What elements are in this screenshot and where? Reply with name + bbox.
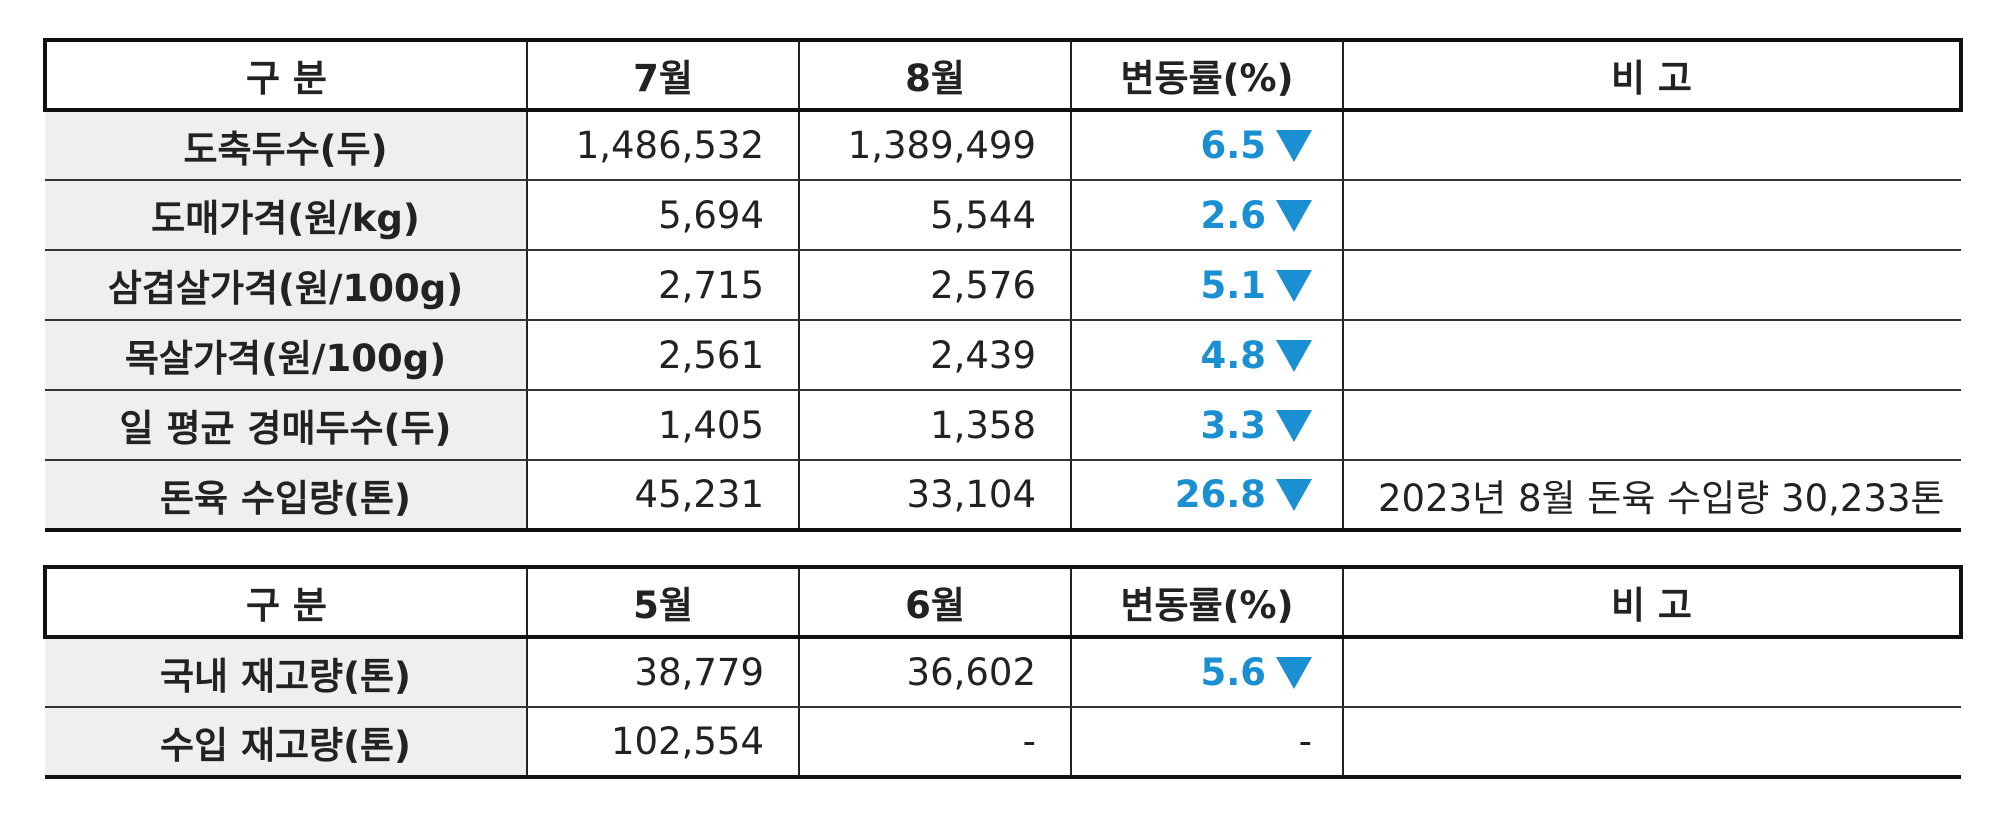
- value-month-2: 33,104: [798, 460, 1072, 532]
- change-rate-cell: 5.6: [1070, 637, 1344, 708]
- header-month-1: 5월: [526, 565, 800, 639]
- value-month-1: 5,694: [526, 180, 800, 251]
- value-month-1: 102,554: [526, 707, 800, 779]
- change-rate-cell: 6.5: [1070, 110, 1344, 181]
- note-cell: [1342, 637, 1961, 708]
- note-cell: 2023년 8월 돈육 수입량 30,233톤: [1342, 460, 1961, 532]
- change-rate-value: 5.6: [1200, 651, 1266, 694]
- header-note: 비 고: [1342, 38, 1963, 112]
- table-header-row: 구 분 7월 8월 변동률(%) 비 고: [43, 38, 1963, 112]
- value-month-1: 1,405: [526, 390, 800, 461]
- inventory-comparison-table: 구 분 5월 6월 변동률(%) 비 고 국내 재고량(톤) 38,779 36…: [43, 565, 1963, 779]
- change-rate-cell: 4.8: [1070, 320, 1344, 391]
- row-label: 돈육 수입량(톤): [45, 460, 528, 532]
- row-label: 목살가격(원/100g): [45, 320, 528, 391]
- table-row: 일 평균 경매두수(두) 1,405 1,358 3.3: [45, 390, 1961, 461]
- table-row: 수입 재고량(톤) 102,554 - -: [45, 707, 1961, 779]
- change-rate-cell: -: [1070, 707, 1344, 779]
- change-rate-value: 26.8: [1174, 473, 1266, 516]
- table-row: 삼겹살가격(원/100g) 2,715 2,576 5.1: [45, 250, 1961, 321]
- change-rate-value: 3.3: [1200, 403, 1266, 447]
- header-month-2: 8월: [798, 38, 1072, 112]
- value-month-1: 2,715: [526, 250, 800, 321]
- header-change-rate: 변동률(%): [1070, 38, 1344, 112]
- change-rate-value: -: [1298, 720, 1312, 763]
- note-cell: [1342, 320, 1961, 391]
- table-row: 돈육 수입량(톤) 45,231 33,104 26.8 2023년 8월 돈육…: [45, 460, 1961, 532]
- monthly-comparison-table: 구 분 7월 8월 변동률(%) 비 고 도축두수(두) 1,486,532 1…: [43, 38, 1963, 532]
- table-row: 도매가격(원/kg) 5,694 5,544 2.6: [45, 180, 1961, 251]
- row-label: 도축두수(두): [45, 110, 528, 181]
- note-cell: [1342, 250, 1961, 321]
- header-month-2: 6월: [798, 565, 1072, 639]
- header-category: 구 분: [43, 565, 528, 639]
- value-month-2: 1,389,499: [798, 110, 1072, 181]
- header-category: 구 분: [43, 38, 528, 112]
- value-month-2: -: [798, 707, 1072, 779]
- note-cell: [1342, 707, 1961, 779]
- row-label: 삼겹살가격(원/100g): [45, 250, 528, 321]
- value-month-2: 36,602: [798, 637, 1072, 708]
- table-row: 국내 재고량(톤) 38,779 36,602 5.6: [45, 637, 1961, 708]
- row-label: 수입 재고량(톤): [45, 707, 528, 779]
- arrow-down-icon: [1276, 269, 1312, 302]
- arrow-down-icon: [1276, 339, 1312, 372]
- change-rate-value: 5.1: [1200, 263, 1266, 307]
- value-month-1: 38,779: [526, 637, 800, 708]
- note-cell: [1342, 390, 1961, 461]
- header-change-rate: 변동률(%): [1070, 565, 1344, 639]
- value-month-2: 2,439: [798, 320, 1072, 391]
- value-month-1: 45,231: [526, 460, 800, 532]
- header-note: 비 고: [1342, 565, 1963, 639]
- change-rate-cell: 2.6: [1070, 180, 1344, 251]
- row-label: 도매가격(원/kg): [45, 180, 528, 251]
- note-cell: [1342, 180, 1961, 251]
- change-rate-value: 6.5: [1200, 124, 1266, 167]
- value-month-1: 1,486,532: [526, 110, 800, 181]
- value-month-2: 5,544: [798, 180, 1072, 251]
- row-label: 국내 재고량(톤): [45, 637, 528, 708]
- arrow-down-icon: [1276, 657, 1312, 689]
- value-month-2: 2,576: [798, 250, 1072, 321]
- arrow-down-icon: [1276, 409, 1312, 442]
- change-rate-value: 2.6: [1200, 193, 1266, 237]
- table-row: 목살가격(원/100g) 2,561 2,439 4.8: [45, 320, 1961, 391]
- arrow-down-icon: [1276, 199, 1312, 232]
- change-rate-value: 4.8: [1200, 333, 1266, 377]
- arrow-down-icon: [1276, 479, 1312, 511]
- arrow-down-icon: [1276, 130, 1312, 162]
- note-cell: [1342, 110, 1961, 181]
- row-label: 일 평균 경매두수(두): [45, 390, 528, 461]
- change-rate-cell: 5.1: [1070, 250, 1344, 321]
- value-month-2: 1,358: [798, 390, 1072, 461]
- value-month-1: 2,561: [526, 320, 800, 391]
- table-header-row: 구 분 5월 6월 변동률(%) 비 고: [43, 565, 1963, 639]
- change-rate-cell: 3.3: [1070, 390, 1344, 461]
- change-rate-cell: 26.8: [1070, 460, 1344, 532]
- header-month-1: 7월: [526, 38, 800, 112]
- table-row: 도축두수(두) 1,486,532 1,389,499 6.5: [45, 110, 1961, 181]
